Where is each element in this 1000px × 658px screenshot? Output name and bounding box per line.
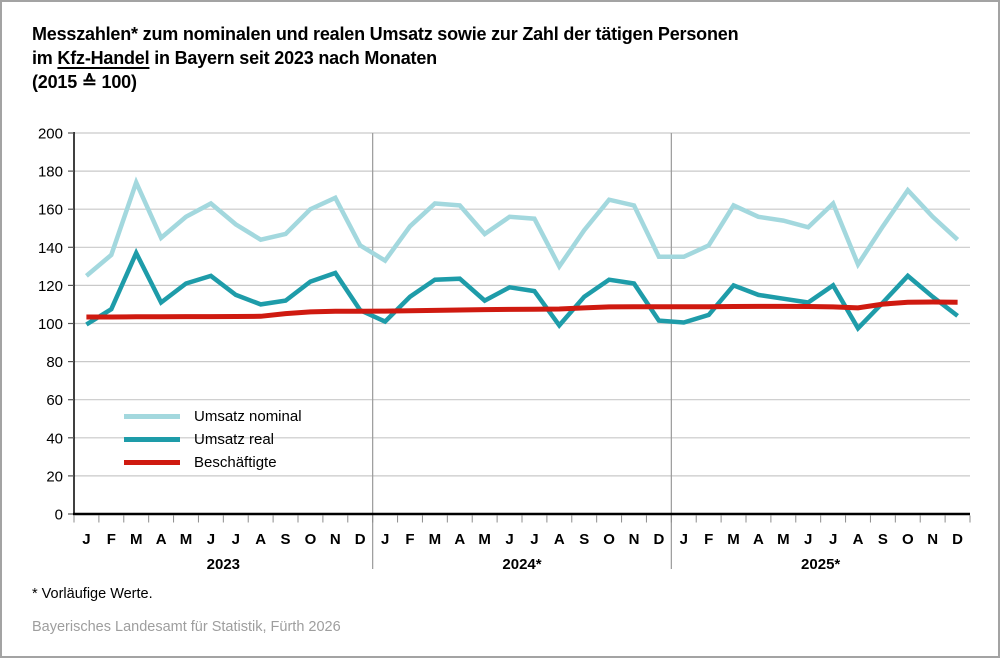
- legend-line-umsatz-nominal-icon: [124, 414, 180, 419]
- y-tick-label: 160: [38, 202, 63, 219]
- year-label: 2023: [207, 556, 240, 573]
- month-label: D: [952, 531, 963, 548]
- legend-label-umsatz-nominal: Umsatz nominal: [194, 408, 302, 425]
- month-label: J: [680, 531, 688, 548]
- month-label: A: [753, 531, 764, 548]
- y-tick-label: 120: [38, 278, 63, 295]
- month-label: J: [82, 531, 90, 548]
- month-label: M: [478, 531, 491, 548]
- source-attribution: Bayerisches Landesamt für Statistik, Für…: [32, 619, 341, 635]
- month-label: M: [727, 531, 740, 548]
- y-tick-label: 0: [55, 507, 63, 524]
- month-label: A: [554, 531, 565, 548]
- y-tick-label: 180: [38, 164, 63, 181]
- month-label: D: [355, 531, 366, 548]
- month-label: A: [853, 531, 864, 548]
- series-beschaeftigte: [86, 299, 958, 320]
- month-label: J: [804, 531, 812, 548]
- footnote: * Vorläufige Werte.: [32, 586, 153, 602]
- month-label: S: [579, 531, 589, 548]
- month-label: A: [454, 531, 465, 548]
- month-label: N: [629, 531, 640, 548]
- month-label: J: [232, 531, 240, 548]
- month-label: F: [107, 531, 116, 548]
- title-line-3: (2015 ≙ 100): [32, 72, 137, 92]
- legend-row-umsatz-nominal: Umsatz nominal: [124, 405, 302, 428]
- month-label: D: [653, 531, 664, 548]
- month-label: J: [829, 531, 837, 548]
- y-tick-label: 200: [38, 126, 63, 143]
- month-label: F: [405, 531, 414, 548]
- y-tick-label: 40: [46, 430, 63, 447]
- legend-row-umsatz-real: Umsatz real: [124, 428, 302, 451]
- legend-row-beschaeftigte: Beschäftigte: [124, 451, 302, 474]
- title-line-1: Messzahlen* zum nominalen und realen Ums…: [32, 24, 739, 44]
- y-tick-label: 60: [46, 392, 63, 409]
- month-label: O: [305, 531, 317, 548]
- month-label: M: [180, 531, 193, 548]
- legend-label-umsatz-real: Umsatz real: [194, 431, 275, 448]
- series-umsatz-real: [85, 247, 959, 333]
- month-label: J: [207, 531, 215, 548]
- title-line-2: im Kfz-Handel in Bayern seit 2023 nach M…: [32, 48, 437, 68]
- month-label: S: [281, 531, 291, 548]
- month-label: N: [330, 531, 341, 548]
- legend-line-umsatz-real-icon: [124, 437, 180, 442]
- month-label: O: [603, 531, 615, 548]
- legend-label-beschaeftigte: Beschäftigte: [194, 454, 277, 471]
- month-label: J: [530, 531, 538, 548]
- y-tick-label: 140: [38, 240, 63, 257]
- y-tick-label: 100: [38, 316, 63, 333]
- y-tick-label: 80: [46, 354, 63, 371]
- month-label: F: [704, 531, 713, 548]
- chart-legend: Umsatz nominal Umsatz real Beschäftigte: [124, 405, 302, 474]
- month-label: A: [156, 531, 167, 548]
- series-umsatz-nominal: [84, 176, 960, 278]
- month-label: J: [381, 531, 389, 548]
- month-label: M: [429, 531, 442, 548]
- month-label: A: [255, 531, 266, 548]
- month-label: S: [878, 531, 888, 548]
- title-underlined-term: Kfz-Handel: [57, 48, 150, 68]
- month-label: N: [927, 531, 938, 548]
- month-label: M: [777, 531, 790, 548]
- y-tick-label: 20: [46, 468, 63, 485]
- legend-line-beschaeftigte-icon: [124, 460, 180, 465]
- month-label: M: [130, 531, 143, 548]
- month-label: O: [902, 531, 914, 548]
- page-title: Messzahlen* zum nominalen und realen Ums…: [32, 22, 739, 94]
- month-label: J: [505, 531, 513, 548]
- year-label: 2024*: [502, 556, 541, 573]
- year-label: 2025*: [801, 556, 840, 573]
